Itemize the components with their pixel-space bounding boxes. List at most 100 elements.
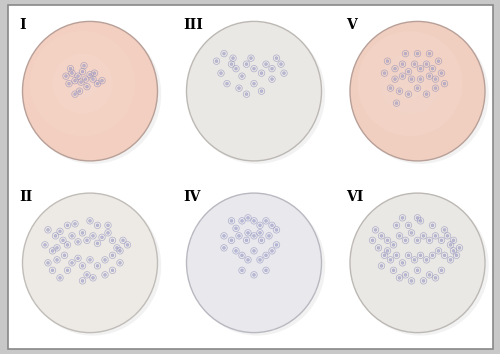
Circle shape <box>195 96 201 102</box>
Circle shape <box>206 120 209 122</box>
Circle shape <box>394 233 399 239</box>
Circle shape <box>374 265 378 269</box>
Circle shape <box>313 99 316 102</box>
Circle shape <box>276 98 280 102</box>
Circle shape <box>230 147 234 149</box>
Circle shape <box>104 305 108 309</box>
Circle shape <box>279 57 282 61</box>
Circle shape <box>216 278 220 283</box>
Circle shape <box>104 301 110 307</box>
Circle shape <box>59 301 62 305</box>
Circle shape <box>416 239 419 242</box>
Circle shape <box>446 257 450 262</box>
Circle shape <box>395 217 402 223</box>
Circle shape <box>361 276 368 283</box>
Circle shape <box>44 304 48 308</box>
Circle shape <box>224 114 227 116</box>
Circle shape <box>265 60 270 65</box>
Circle shape <box>212 229 215 232</box>
Circle shape <box>275 97 278 101</box>
Circle shape <box>240 220 244 224</box>
Circle shape <box>232 252 238 258</box>
Circle shape <box>277 291 281 296</box>
Circle shape <box>287 226 293 232</box>
Circle shape <box>406 198 410 202</box>
Circle shape <box>86 239 88 242</box>
Circle shape <box>438 310 442 315</box>
Circle shape <box>140 297 143 301</box>
Circle shape <box>436 218 442 224</box>
Circle shape <box>80 311 84 315</box>
Circle shape <box>302 118 306 122</box>
Circle shape <box>308 270 314 275</box>
Circle shape <box>246 147 250 151</box>
Circle shape <box>104 307 106 310</box>
Circle shape <box>466 267 470 270</box>
Circle shape <box>243 127 247 131</box>
Circle shape <box>226 95 231 100</box>
Circle shape <box>436 279 440 284</box>
Circle shape <box>144 285 146 287</box>
Circle shape <box>387 276 394 282</box>
Circle shape <box>428 273 431 276</box>
Circle shape <box>84 328 88 332</box>
Circle shape <box>220 144 224 149</box>
Circle shape <box>266 219 270 223</box>
Circle shape <box>128 301 133 306</box>
Circle shape <box>270 78 274 81</box>
Circle shape <box>256 202 259 205</box>
Circle shape <box>244 310 246 313</box>
Circle shape <box>450 299 456 304</box>
Circle shape <box>401 325 406 330</box>
Circle shape <box>200 236 203 240</box>
Circle shape <box>268 233 271 235</box>
Circle shape <box>272 307 276 312</box>
Circle shape <box>424 285 427 289</box>
Circle shape <box>408 306 414 312</box>
Circle shape <box>258 233 261 235</box>
Circle shape <box>284 253 290 259</box>
Circle shape <box>138 291 143 297</box>
Circle shape <box>307 258 314 265</box>
Circle shape <box>288 225 292 230</box>
Circle shape <box>388 258 391 262</box>
Circle shape <box>225 206 231 212</box>
Circle shape <box>236 279 242 285</box>
Circle shape <box>462 255 466 259</box>
Circle shape <box>116 259 120 264</box>
Circle shape <box>290 110 294 114</box>
Circle shape <box>74 320 80 326</box>
Circle shape <box>278 63 283 68</box>
Circle shape <box>380 234 383 237</box>
Circle shape <box>246 301 249 304</box>
Circle shape <box>433 312 439 318</box>
Circle shape <box>244 56 248 60</box>
Circle shape <box>407 311 412 316</box>
Circle shape <box>250 64 256 68</box>
Circle shape <box>198 264 201 267</box>
Circle shape <box>243 67 250 74</box>
Circle shape <box>284 41 289 46</box>
Circle shape <box>364 298 370 303</box>
Circle shape <box>434 259 439 264</box>
Circle shape <box>229 91 234 96</box>
Circle shape <box>282 93 286 98</box>
Circle shape <box>391 263 396 268</box>
Circle shape <box>310 58 313 61</box>
Circle shape <box>227 203 231 207</box>
Circle shape <box>353 283 358 288</box>
Circle shape <box>190 256 196 261</box>
Circle shape <box>31 273 34 276</box>
Circle shape <box>304 262 307 265</box>
Circle shape <box>300 275 305 280</box>
Circle shape <box>122 215 126 218</box>
Circle shape <box>78 247 80 249</box>
Circle shape <box>35 226 38 229</box>
Circle shape <box>143 242 148 247</box>
Circle shape <box>401 63 404 65</box>
Circle shape <box>236 231 240 235</box>
Circle shape <box>301 67 308 73</box>
Circle shape <box>204 121 211 127</box>
Circle shape <box>368 221 370 223</box>
Circle shape <box>471 235 476 241</box>
